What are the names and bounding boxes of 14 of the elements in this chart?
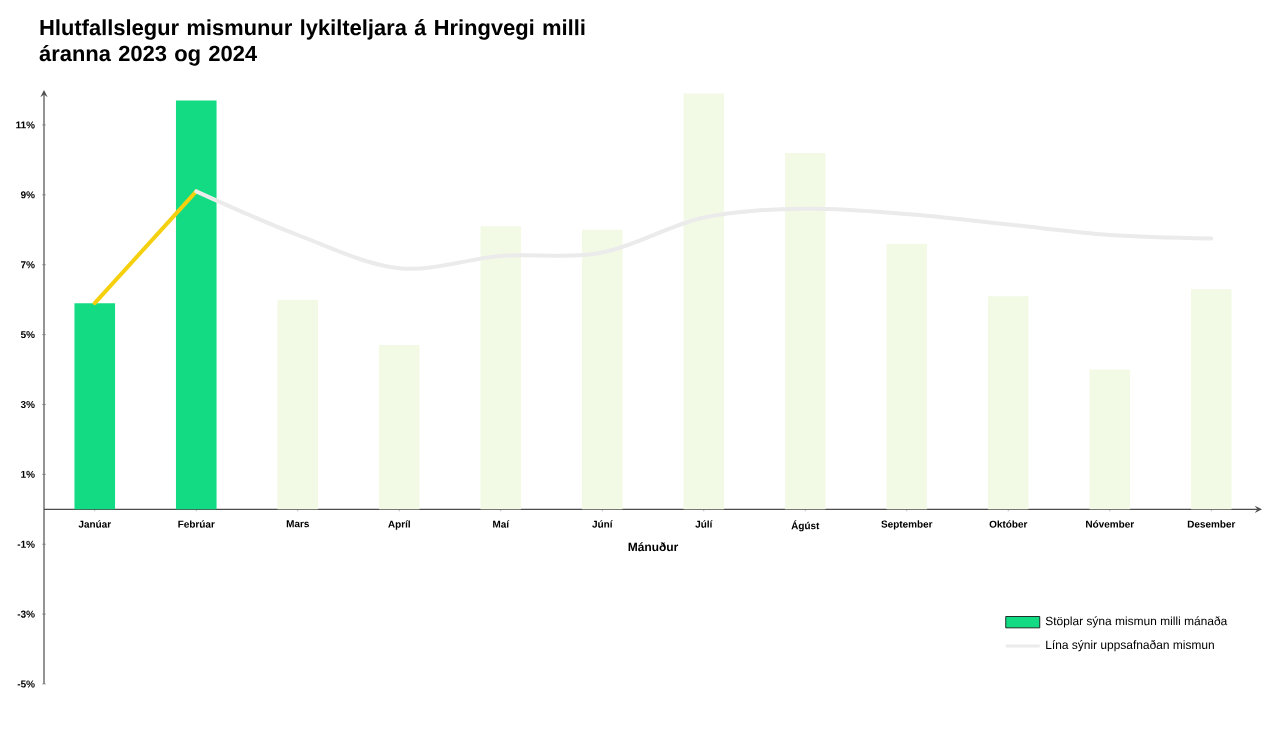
bar [683, 93, 725, 510]
bar [277, 299, 319, 510]
line-series [194, 189, 1214, 271]
chart-title: Hlutfallslegur mismunur lykilteljara á Hringvegi milli áranna 2023 og 2024 [39, 19, 585, 66]
bar [581, 229, 623, 510]
bar [74, 303, 116, 510]
bar [480, 226, 522, 510]
bar [378, 345, 420, 510]
bar [987, 296, 1029, 510]
bar [1190, 289, 1232, 510]
bar [784, 152, 826, 510]
bar [175, 100, 217, 510]
bar [1089, 369, 1131, 510]
bar [886, 243, 928, 510]
